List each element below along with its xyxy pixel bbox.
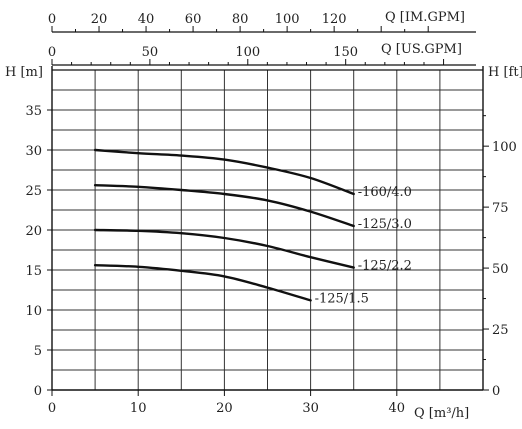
top-im-tick-label: 100 xyxy=(275,12,300,27)
y-right-axis-title: H [ft] xyxy=(488,65,522,80)
series-label: -160/4.0 xyxy=(358,185,412,200)
top-im-tick-label: 20 xyxy=(91,12,108,27)
series-label: -125/2.2 xyxy=(358,259,412,274)
x-axis-title: Q [m³/h] xyxy=(414,406,469,421)
top-axis-us-title: Q [US.GPM] xyxy=(381,42,462,57)
y-left-tick-label: 25 xyxy=(25,184,42,199)
y-left-tick-label: 5 xyxy=(34,344,42,359)
grid xyxy=(52,70,483,390)
series-label: -125/3.0 xyxy=(358,217,412,232)
y-left-tick-label: 0 xyxy=(34,384,42,399)
x-tick-label: 0 xyxy=(48,401,56,416)
top-im-tick-label: 80 xyxy=(232,12,249,27)
top-us-tick-label: 150 xyxy=(333,45,358,60)
y-left-tick-label: 30 xyxy=(25,144,42,159)
y-left-tick-label: 20 xyxy=(25,224,42,239)
series-line xyxy=(93,264,312,302)
y-left-tick-label: 10 xyxy=(25,304,42,319)
top-axes: 0 50 100 150 0 20 40 60 80 100 120 xyxy=(48,12,476,66)
top-axis-im-title: Q [IM.GPM] xyxy=(385,10,465,25)
series-line xyxy=(93,148,355,196)
y-right-tick-label: 25 xyxy=(492,323,509,338)
series-line xyxy=(93,184,355,228)
left-axis: 0 5 10 15 20 25 30 35 xyxy=(25,104,52,399)
right-axis: 0 25 50 75 100 xyxy=(483,115,517,399)
x-tick-label: 30 xyxy=(302,401,319,416)
y-left-tick-label: 15 xyxy=(25,264,42,279)
top-us-tick-label: 100 xyxy=(235,45,260,60)
series-line xyxy=(93,228,355,269)
y-left-tick-label: 35 xyxy=(25,104,42,119)
y-right-tick-label: 100 xyxy=(492,140,517,155)
top-im-tick-label: 0 xyxy=(48,12,56,27)
top-im-tick-label: 40 xyxy=(138,12,155,27)
series-group: -160/4.0 -125/3.0 -125/2.2 -125/1.5 xyxy=(93,148,412,306)
top-us-tick-label: 0 xyxy=(48,45,56,60)
y-right-tick-label: 0 xyxy=(492,384,500,399)
bottom-axis: 0 10 20 30 40 xyxy=(48,390,405,416)
plot-frame xyxy=(51,66,484,391)
y-right-tick-label: 75 xyxy=(492,201,509,216)
x-tick-label: 20 xyxy=(216,401,233,416)
y-right-tick-label: 50 xyxy=(492,262,509,277)
x-tick-label: 10 xyxy=(130,401,147,416)
top-im-tick-label: 60 xyxy=(185,12,202,27)
x-tick-label: 40 xyxy=(389,401,406,416)
series-label: -125/1.5 xyxy=(315,291,369,306)
y-left-axis-title: H [m] xyxy=(5,65,43,80)
top-im-tick-label: 120 xyxy=(322,12,347,27)
top-us-tick-label: 50 xyxy=(142,45,159,60)
